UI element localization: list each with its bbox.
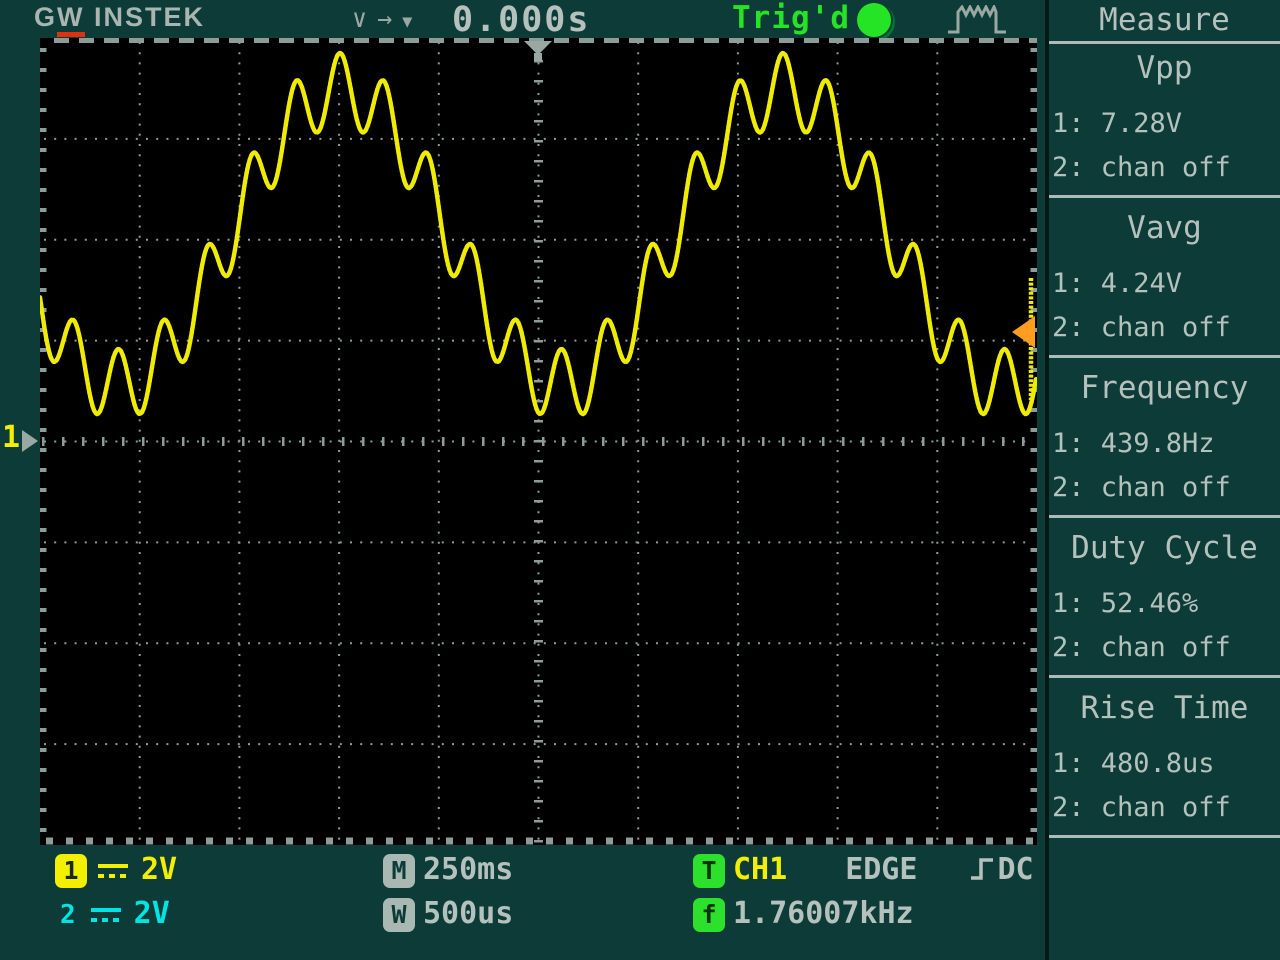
trigger-frequency-badge: f (693, 897, 725, 932)
dc-coupling-icon (98, 863, 128, 878)
triangle-down-icon: ▼ (402, 12, 423, 32)
measure-title: Vpp (1136, 50, 1193, 86)
measure-ch2-value: 2: chan off (1052, 472, 1231, 503)
trigger-frequency-status: f 1.76007kHz (693, 896, 914, 934)
arrow-right-icon: → (377, 4, 403, 33)
measure-ch1-value: 1: 4.24V (1052, 268, 1183, 299)
trigger-settings-status: T CH1 EDGE DC (693, 852, 1034, 890)
measure-ch1-value: 1: 480.8us (1052, 748, 1215, 779)
trigger-type: EDGE (845, 852, 918, 887)
trigger-coupling: DC (997, 852, 1034, 887)
measure-ch2-value: 2: chan off (1052, 152, 1231, 183)
measure-box-frequency[interactable]: Frequency 1: 439.8Hz 2: chan off (1049, 366, 1280, 518)
trigger-badge: T (693, 853, 725, 888)
measure-box-vpp[interactable]: Vpp 1: 7.28V 2: chan off (1049, 46, 1280, 198)
measure-title: Rise Time (1080, 690, 1249, 726)
oscilloscope-display (40, 38, 1037, 845)
graticule-grid (40, 38, 1037, 845)
ch1-badge: 1 (55, 853, 87, 888)
acquisition-icons: ∨→▼ (352, 4, 422, 33)
measure-ch1-value: 1: 7.28V (1052, 108, 1183, 139)
ch2-badge: 2 (60, 899, 76, 930)
measure-panel: Measure Vpp 1: 7.28V 2: chan off Vavg 1:… (1045, 0, 1280, 960)
trigger-indicator-dot-icon (857, 3, 891, 37)
trigger-level-marker-icon[interactable] (1012, 316, 1035, 348)
measure-ch1-value: 1: 439.8Hz (1052, 428, 1215, 459)
main-timebase-status: M 250ms (383, 852, 513, 890)
ch1-ground-marker-label: 1 (2, 420, 21, 455)
measure-panel-title: Measure (1049, 0, 1280, 44)
window-timebase-badge: W (383, 897, 415, 932)
window-timebase-value: 500us (423, 896, 514, 931)
measure-title: Frequency (1080, 370, 1249, 406)
measure-box-duty-cycle[interactable]: Duty Cycle 1: 52.46% 2: chan off (1049, 526, 1280, 678)
logo-w: W (57, 2, 85, 37)
check-icon: ∨ (352, 4, 378, 33)
gwinstek-logo: GW INSTEK (34, 2, 206, 37)
burst-waveform-icon (948, 5, 1006, 34)
ch2-scale: 2V (133, 896, 170, 931)
dc-coupling-icon (90, 907, 121, 922)
measure-ch1-value: 1: 52.46% (1052, 588, 1199, 619)
trigger-position-marker-icon[interactable] (524, 41, 552, 61)
logo-instek: INSTEK (94, 2, 206, 32)
measure-title: Vavg (1127, 210, 1202, 246)
ch1-scale: 2V (141, 852, 178, 887)
horizontal-position-readout: 0.000s (452, 0, 591, 40)
window-timebase-status: W 500us (383, 896, 513, 934)
measure-box-vavg[interactable]: Vavg 1: 4.24V 2: chan off (1049, 206, 1280, 358)
trigger-frequency-value: 1.76007kHz (733, 896, 914, 931)
trigger-status-label: Trig'd (732, 0, 850, 36)
ch1-status: 1 2V (55, 852, 177, 890)
logo-g: G (34, 2, 58, 32)
measure-ch2-value: 2: chan off (1052, 792, 1231, 823)
ch1-ground-marker-arrow-icon[interactable] (22, 430, 38, 452)
measure-ch2-value: 2: chan off (1052, 632, 1231, 663)
main-timebase-value: 250ms (423, 852, 514, 887)
trigger-source: CH1 (733, 852, 788, 887)
main-timebase-badge: M (383, 853, 415, 888)
ch2-status: 2 2V (60, 896, 170, 934)
measure-box-rise-time[interactable]: Rise Time 1: 480.8us 2: chan off (1049, 686, 1280, 838)
measure-title: Duty Cycle (1071, 530, 1258, 566)
measure-ch2-value: 2: chan off (1052, 312, 1231, 343)
rising-edge-icon (971, 858, 994, 880)
ch1-trace (40, 50, 1037, 417)
